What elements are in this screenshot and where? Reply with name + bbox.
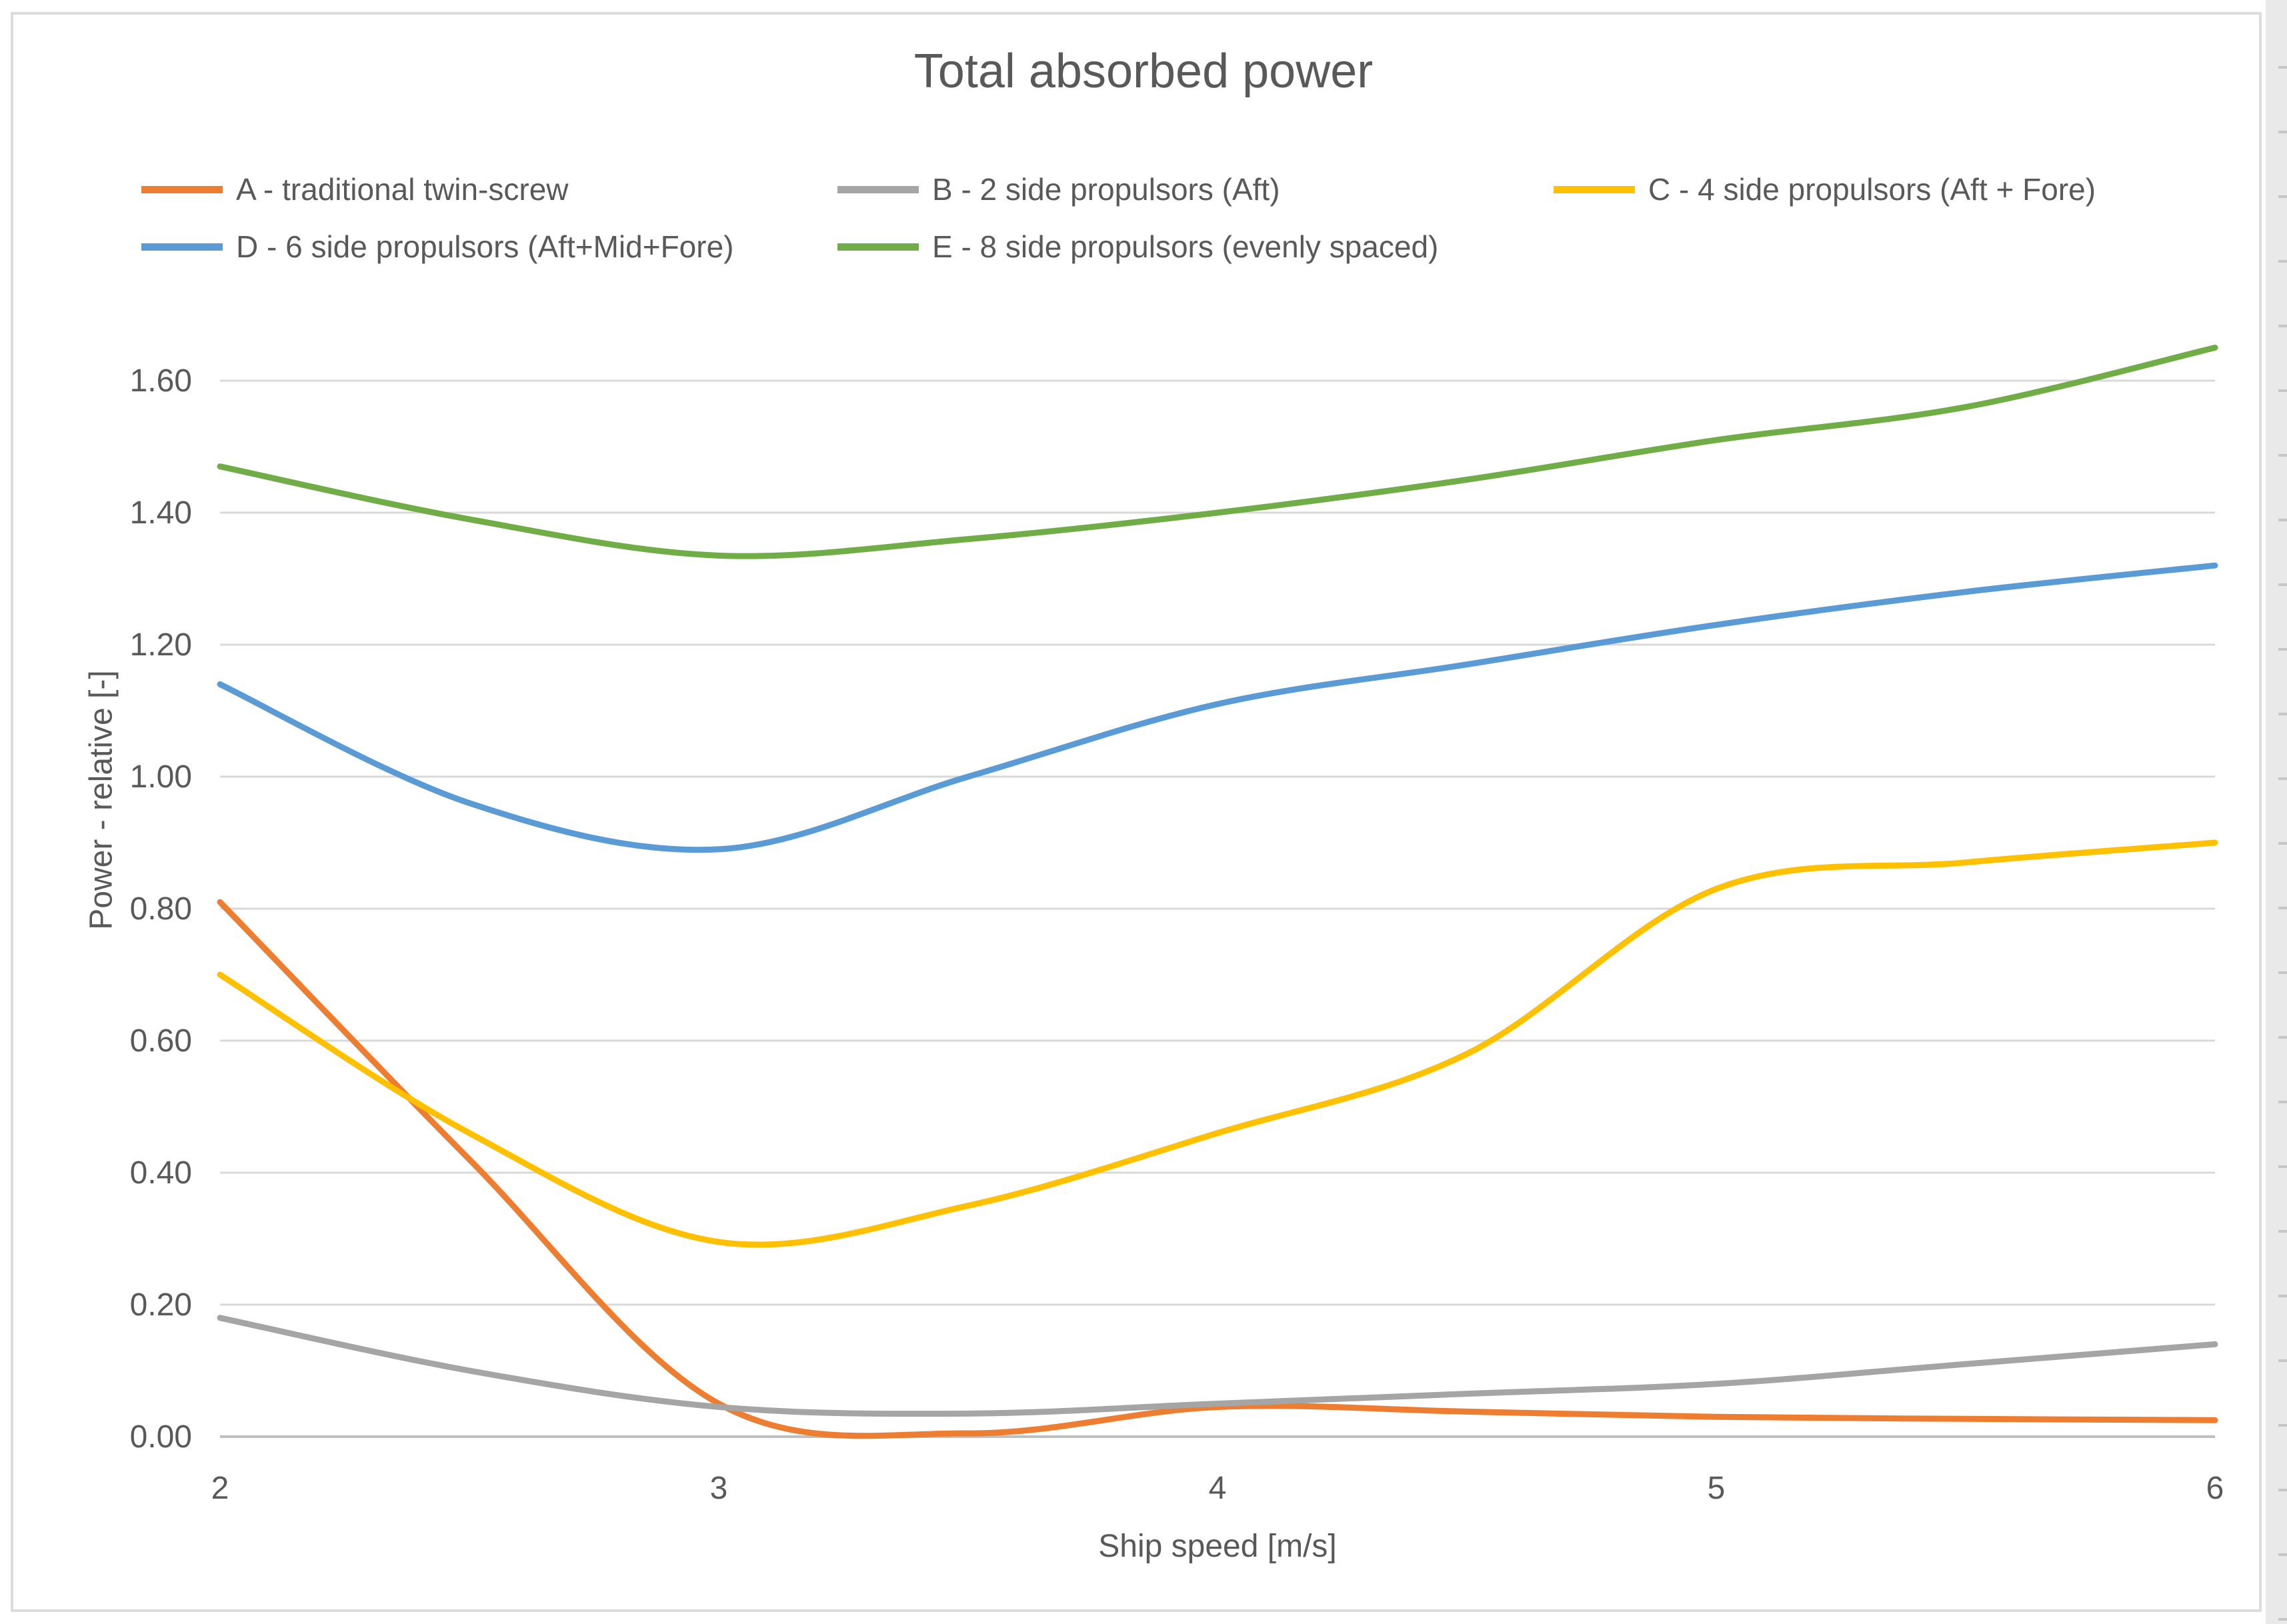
y-tick-label: 1.00 — [130, 759, 192, 795]
y-tick-label: 0.80 — [130, 891, 192, 927]
x-tick-label: 2 — [211, 1471, 229, 1506]
legend-label-b: B - 2 side propulsors (Aft) — [932, 172, 1280, 207]
y-tick-label: 1.20 — [130, 627, 192, 663]
legend-item-c: C - 4 side propulsors (Aft + Fore) — [1554, 168, 2096, 211]
series-line — [217, 562, 2218, 853]
series-line — [217, 839, 2218, 1248]
series-line — [217, 1315, 2218, 1417]
x-tick-label: 3 — [710, 1471, 728, 1506]
legend-item-d: D - 6 side propulsors (Aft+Mid+Fore) — [141, 225, 734, 268]
x-axis-title: Ship speed [m/s] — [1098, 1529, 1337, 1564]
series-line — [217, 899, 2218, 1439]
x-tick-label: 6 — [2206, 1471, 2224, 1506]
legend-swatch-a — [141, 185, 223, 193]
legend-label-e: E - 8 side propulsors (evenly spaced) — [932, 229, 1439, 264]
y-tick-label: 0.20 — [130, 1287, 192, 1323]
legend-swatch-c — [1554, 185, 1635, 193]
legend-label-c: C - 4 side propulsors (Aft + Fore) — [1648, 172, 2096, 207]
legend-swatch-e — [837, 243, 919, 251]
legend-label-d: D - 6 side propulsors (Aft+Mid+Fore) — [236, 229, 734, 264]
y-tick-label: 0.40 — [130, 1155, 192, 1191]
series-line — [217, 345, 2218, 559]
x-tick-label: 5 — [1708, 1471, 1726, 1506]
gridlines — [220, 379, 2215, 1438]
x-tick-label: 4 — [1209, 1471, 1227, 1506]
legend-item-e: E - 8 side propulsors (evenly spaced) — [837, 225, 1438, 268]
chart-title: Total absorbed power — [913, 45, 1374, 98]
legend-label-a: A - traditional twin-screw — [236, 172, 569, 207]
chart-border — [11, 12, 2262, 1612]
legend-item-a: A - traditional twin-screw — [141, 168, 569, 211]
y-tick-labels: 0.00 0.20 0.40 0.60 0.80 1.00 1.20 1.40 1.60 — [130, 363, 192, 1455]
y-tick-label: 1.40 — [130, 495, 192, 531]
y-tick-label: 0.00 — [130, 1419, 192, 1455]
x-tick-labels: 2 3 4 5 6 — [211, 1471, 2224, 1506]
series-lines — [217, 345, 2218, 1439]
legend-item-b: B - 2 side propulsors (Aft) — [837, 168, 1280, 211]
y-tick-label: 0.60 — [130, 1023, 192, 1059]
legend-swatch-d — [141, 243, 223, 251]
y-axis-title: Power - relative [-] — [83, 670, 119, 930]
y-tick-label: 1.60 — [130, 363, 192, 399]
worksheet-edge-strip — [2266, 0, 2287, 1624]
worksheet-row-ticks — [2278, 4, 2287, 1624]
legend-swatch-b — [837, 185, 919, 193]
